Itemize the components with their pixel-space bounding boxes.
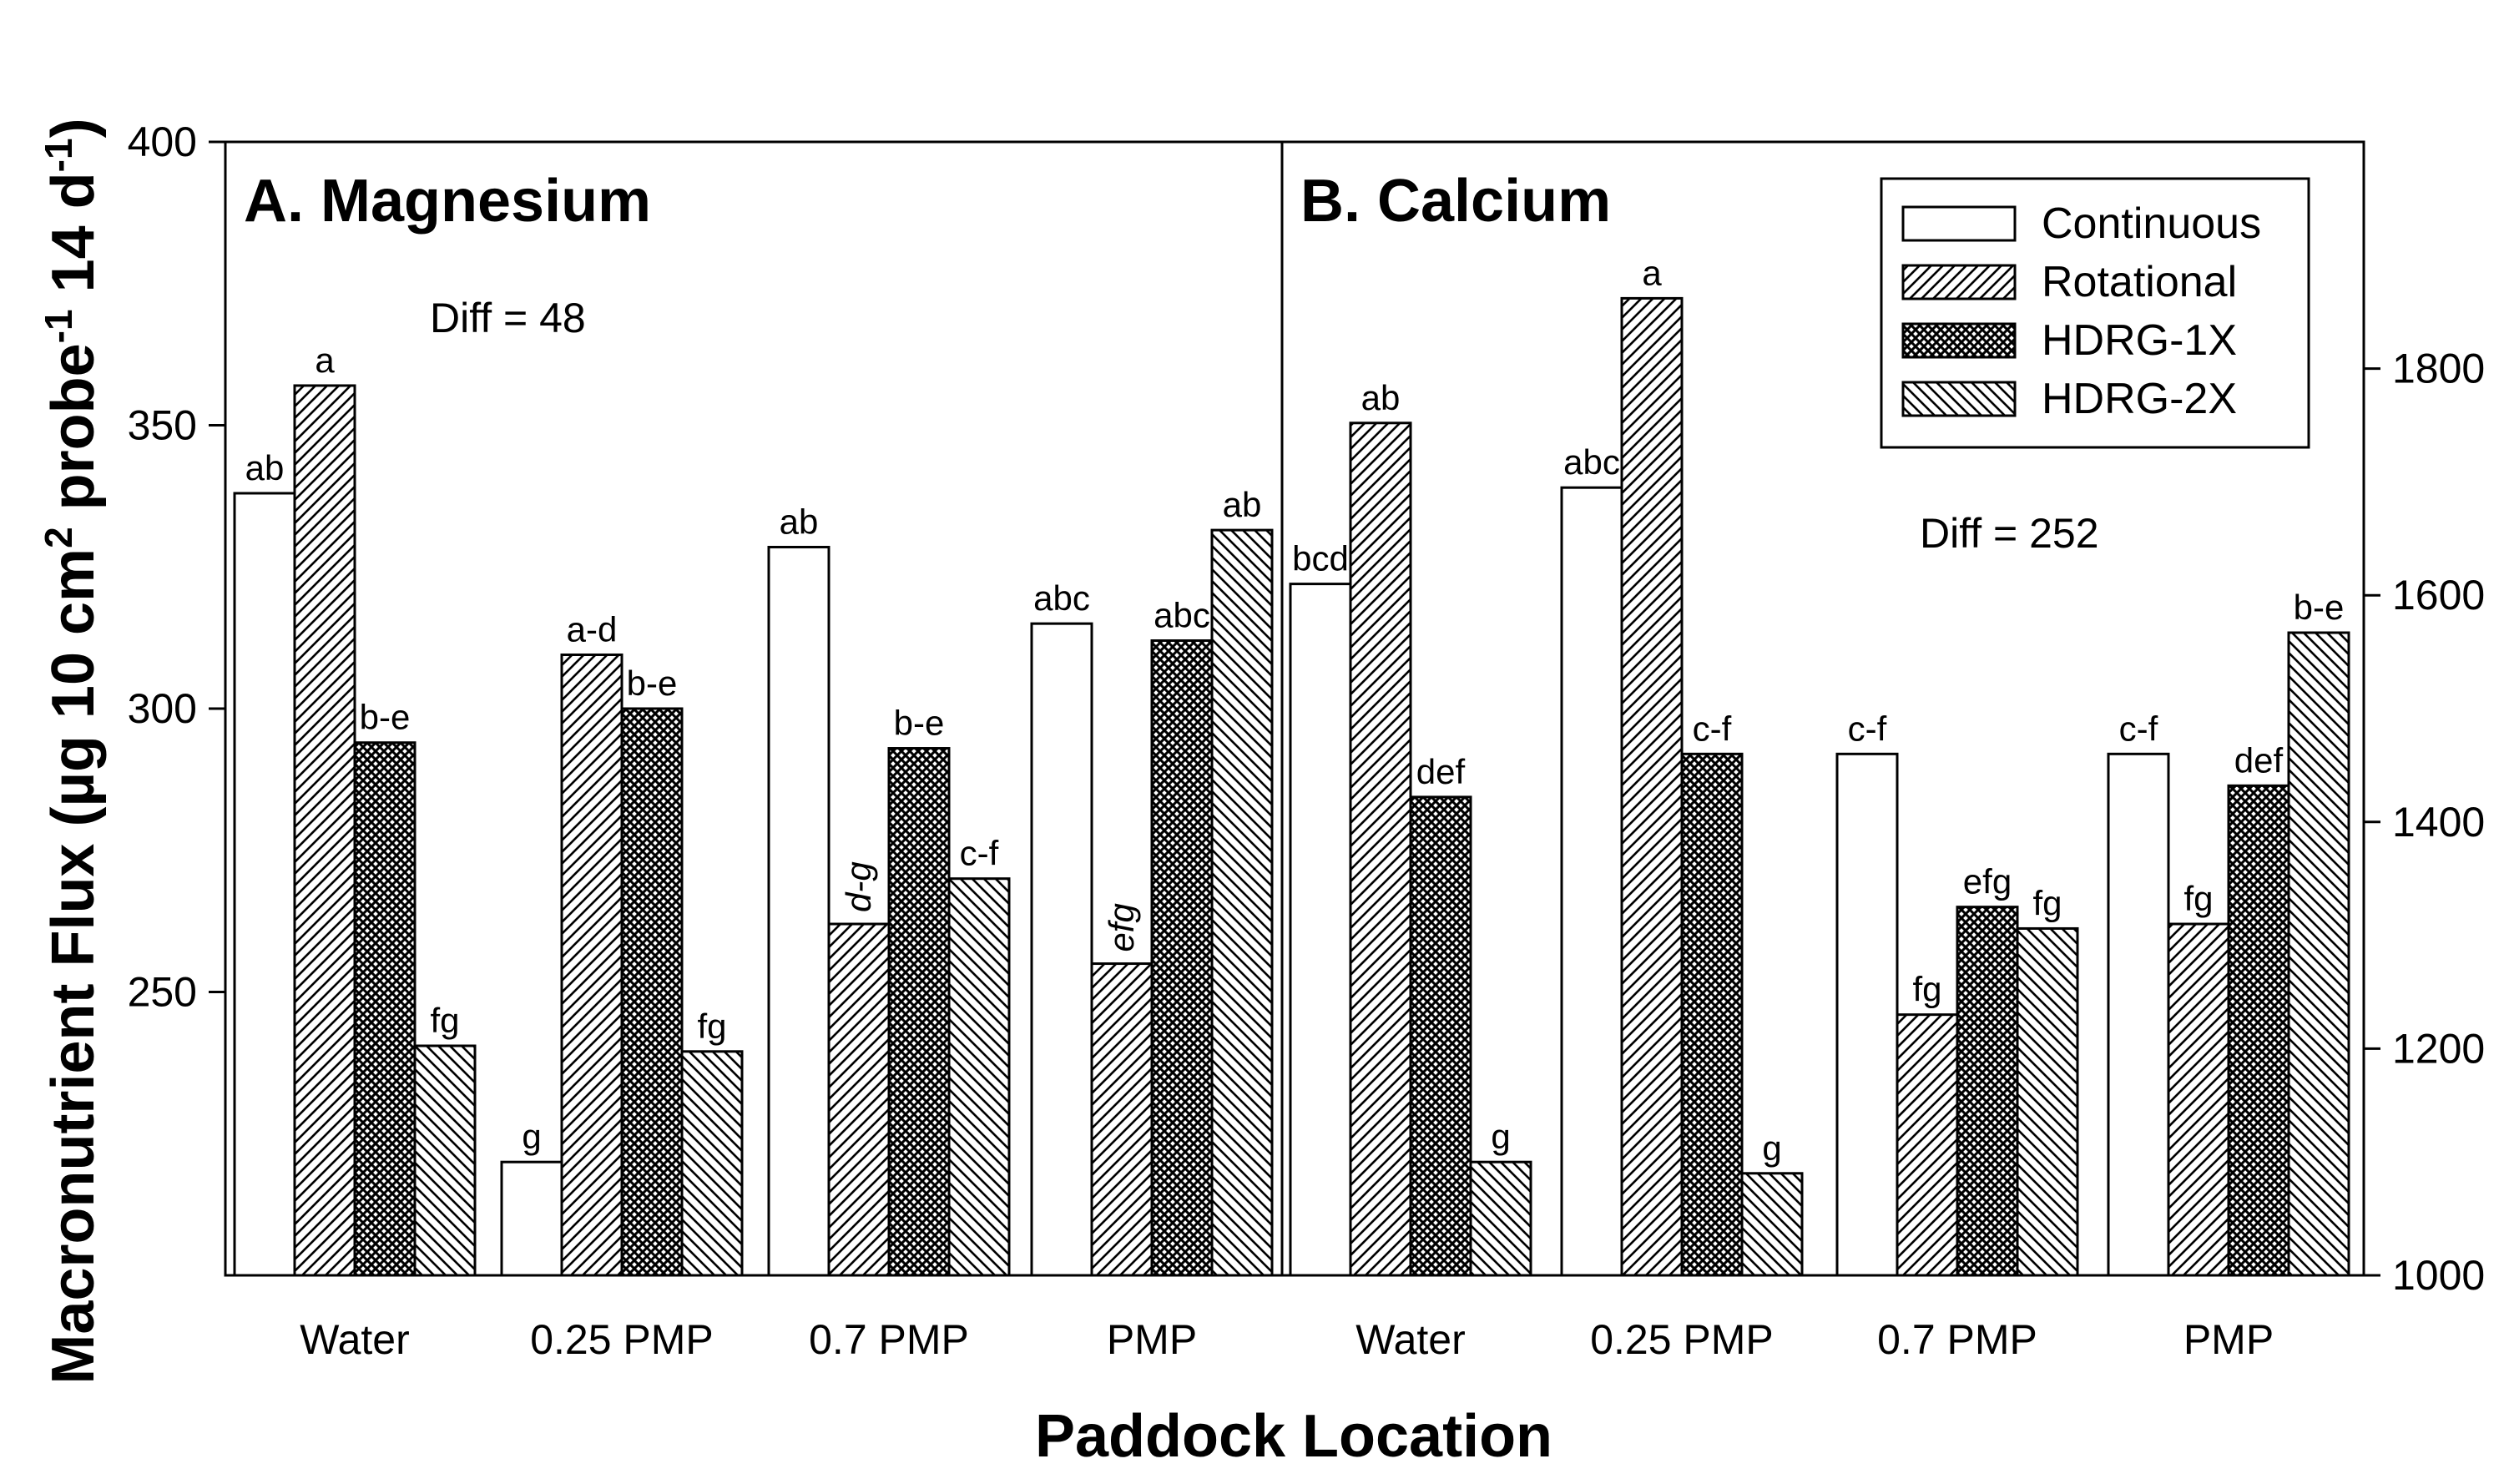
- y-tick-label-right: 1800: [2392, 346, 2485, 392]
- significance-label: abc: [1033, 578, 1090, 618]
- bar-magnesium-pmp-continuous: [1030, 622, 1093, 1277]
- significance-label: c-f: [1848, 709, 1887, 748]
- significance-label: abc: [1154, 596, 1210, 635]
- diff-label-magnesium: Diff = 48: [430, 295, 586, 341]
- y-tick-label-right: 1200: [2392, 1025, 2485, 1072]
- bar-magnesium-pmp-rotational: [1090, 962, 1154, 1277]
- bar-calcium-pmp-hdrg-1x: [2227, 784, 2290, 1277]
- significance-label: efg: [1963, 862, 2012, 901]
- bar-magnesium-pmp-hdrg-2x: [1210, 528, 1274, 1277]
- significance-label: g: [1491, 1117, 1510, 1156]
- x-tick-label: PMP: [2183, 1316, 2274, 1363]
- bar-magnesium-0-7-pmp-hdrg-1x: [887, 747, 951, 1277]
- bar-calcium-pmp-continuous: [2107, 752, 2170, 1277]
- bar-magnesium-0-7-pmp-hdrg-2x: [947, 877, 1011, 1277]
- x-tick-label: Water: [300, 1316, 410, 1363]
- bar-calcium-0-7-pmp-hdrg-1x: [1956, 906, 2019, 1277]
- bar-magnesium-water-rotational: [293, 384, 356, 1277]
- legend-swatch-hdrg-1x: [1901, 322, 2017, 359]
- significance-label: def: [2234, 740, 2284, 780]
- bar-calcium-0-25-pmp-rotational: [1620, 296, 1684, 1277]
- significance-label: b-e: [360, 698, 411, 737]
- significance-label: b-e: [2294, 588, 2345, 627]
- significance-label: g: [522, 1117, 541, 1156]
- x-axis-title: Paddock Location: [1035, 1403, 1552, 1470]
- x-tick-label: 0.25 PMP: [1590, 1316, 1774, 1363]
- x-tick-label: 0.7 PMP: [1877, 1316, 2037, 1363]
- significance-label: fg: [2183, 879, 2213, 918]
- bar-magnesium-0-25-pmp-hdrg-1x: [620, 707, 684, 1277]
- bar-calcium-0-25-pmp-hdrg-2x: [1740, 1172, 1804, 1277]
- y-tick-label-right: 1600: [2392, 572, 2485, 618]
- bar-calcium-pmp-hdrg-2x: [2287, 631, 2350, 1277]
- significance-label: d-g: [839, 861, 878, 912]
- bar-magnesium-0-7-pmp-continuous: [767, 545, 830, 1277]
- bar-calcium-0-25-pmp-continuous: [1560, 486, 1623, 1277]
- y-tick-label-right: 1400: [2392, 799, 2485, 845]
- significance-label: efg: [1102, 903, 1141, 951]
- bar-calcium-0-7-pmp-continuous: [1835, 752, 1899, 1277]
- significance-label: b-e: [627, 664, 678, 703]
- significance-label: ab: [245, 448, 285, 487]
- bar-magnesium-0-25-pmp-hdrg-2x: [680, 1050, 744, 1277]
- bar-magnesium-0-25-pmp-rotational: [560, 653, 623, 1277]
- y-tick-label-left: 400: [128, 119, 197, 165]
- bar-magnesium-0-7-pmp-rotational: [827, 922, 891, 1277]
- x-tick-label: 0.7 PMP: [809, 1316, 969, 1363]
- significance-label: a-d: [567, 609, 618, 649]
- legend-swatch-continuous: [1901, 205, 2017, 242]
- significance-label: a: [1642, 253, 1662, 292]
- significance-label: c-f: [1693, 709, 1732, 748]
- y-tick-label-left: 250: [128, 969, 197, 1016]
- significance-label: g: [1762, 1128, 1781, 1168]
- bar-magnesium-0-25-pmp-continuous: [500, 1160, 563, 1277]
- legend-swatch-hdrg-2x: [1901, 381, 2017, 417]
- significance-label: a: [315, 341, 335, 380]
- y-tick-label-left: 350: [128, 402, 197, 449]
- significance-label: b-e: [894, 704, 945, 743]
- significance-label: fg: [1912, 970, 1941, 1009]
- y-tick-label-left: 300: [128, 685, 197, 732]
- significance-label: abc: [1563, 442, 1620, 482]
- x-tick-label: PMP: [1107, 1316, 1197, 1363]
- x-tick-label: Water: [1355, 1316, 1466, 1363]
- plot-frame: [224, 140, 2365, 1277]
- bar-calcium-0-7-pmp-rotational: [1896, 1013, 1959, 1277]
- diff-label-calcium: Diff = 252: [1920, 510, 2099, 557]
- bar-calcium-pmp-rotational: [2167, 922, 2230, 1277]
- bar-calcium-0-7-pmp-hdrg-2x: [2016, 926, 2079, 1277]
- y-axis-title: Macronutrient Flux (µg 10 cm2 probe-1 14…: [37, 118, 107, 1384]
- bar-calcium-water-rotational: [1349, 421, 1412, 1277]
- significance-label: c-f: [2119, 709, 2158, 748]
- significance-label: def: [1416, 752, 1466, 791]
- bar-magnesium-water-continuous: [233, 492, 296, 1277]
- legend-label-rotational: Rotational: [2042, 258, 2237, 306]
- significance-label: fg: [697, 1007, 726, 1046]
- significance-label: c-f: [960, 834, 999, 873]
- significance-label: bcd: [1292, 539, 1349, 578]
- bar-magnesium-water-hdrg-1x: [353, 741, 416, 1277]
- significance-label: ab: [1223, 485, 1262, 524]
- significance-label: fg: [430, 1001, 459, 1040]
- significance-label: ab: [780, 502, 819, 541]
- bar-magnesium-water-hdrg-2x: [413, 1044, 477, 1277]
- y-tick-label-right: 1000: [2392, 1252, 2485, 1299]
- bar-calcium-0-25-pmp-hdrg-1x: [1680, 752, 1744, 1277]
- significance-label: fg: [2032, 883, 2062, 922]
- panel-title-calcium: B. Calcium: [1300, 168, 1611, 235]
- bar-calcium-water-hdrg-1x: [1409, 795, 1472, 1277]
- bar-magnesium-pmp-hdrg-1x: [1150, 639, 1214, 1277]
- significance-label: ab: [1361, 378, 1401, 417]
- legend-swatch-rotational: [1901, 264, 2017, 300]
- legend-label-hdrg-1x: HDRG-1X: [2042, 316, 2237, 365]
- legend-label-hdrg-2x: HDRG-2X: [2042, 375, 2237, 423]
- panel-title-magnesium: A. Magnesium: [244, 168, 651, 235]
- bar-calcium-water-continuous: [1289, 583, 1352, 1277]
- x-tick-label: 0.25 PMP: [530, 1316, 714, 1363]
- bar-calcium-water-hdrg-2x: [1469, 1160, 1532, 1277]
- legend-label-continuous: Continuous: [2042, 199, 2261, 248]
